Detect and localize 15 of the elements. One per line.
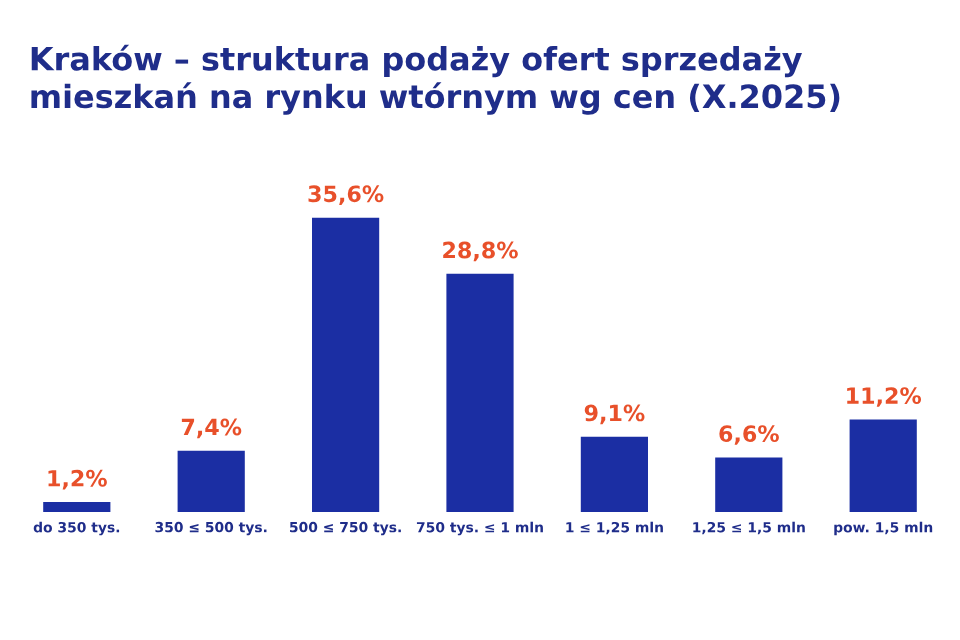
bar [43, 502, 111, 512]
data-label: 28,8% [443, 241, 518, 262]
bar [312, 217, 380, 512]
data-label: 11,2% [847, 387, 922, 407]
bar [580, 436, 648, 512]
bar [446, 273, 514, 512]
data-label: 7,4% [181, 418, 242, 439]
bar [849, 419, 917, 512]
data-label: 1,2% [48, 469, 107, 490]
data-label: 6,6% [719, 425, 779, 445]
bar [177, 450, 245, 512]
bar [715, 457, 783, 512]
data-label: 9,1% [584, 404, 645, 425]
data-label: 35,6% [308, 185, 384, 206]
chart-title: Kraków – struktura podaży ofert sprzedaży mieszkań na rynku wtórnym wg cen (X.2025) [31, 44, 840, 115]
